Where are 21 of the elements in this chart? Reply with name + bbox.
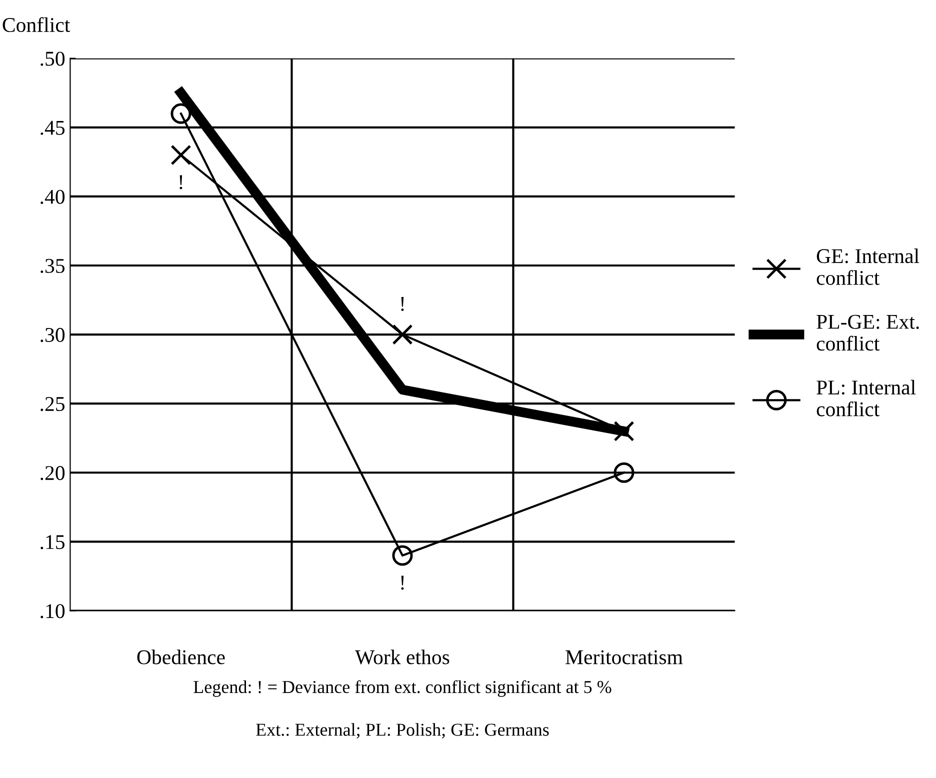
y-tick-label: .20 [40,466,65,480]
y-tick-label: .25 [40,397,65,412]
text: Ext.: External; PL: Polish; GE: Germans [256,723,549,738]
y-tick-label: .40 [40,190,65,204]
legend-label: GE: Internal conflict [816,248,920,285]
text: Legend: ! = Deviance from ext. conflict significant at 5 % [194,680,612,697]
y-axis-title: Conflict [2,17,70,32]
y-tick-label: .30 [40,328,65,342]
y-tick-label: .35 [40,258,65,274]
x-tick-label: Meritocratism [566,650,683,664]
x-tick-label: Work ethos [355,650,450,664]
y-tick-label: .10 [40,604,65,618]
y-tick-label: .15 [40,535,65,550]
annotation: ! [401,297,404,311]
legend-label: PL: Internal conflict [816,380,916,416]
y-tick-label: .45 [40,120,65,135]
legend-label: PL-GE: Ext. conflict [816,314,919,351]
annotation: ! [401,576,404,590]
annotation: ! [180,175,182,190]
y-tick-label: .50 [40,52,65,66]
x-tick-label: Obedience [137,650,225,664]
